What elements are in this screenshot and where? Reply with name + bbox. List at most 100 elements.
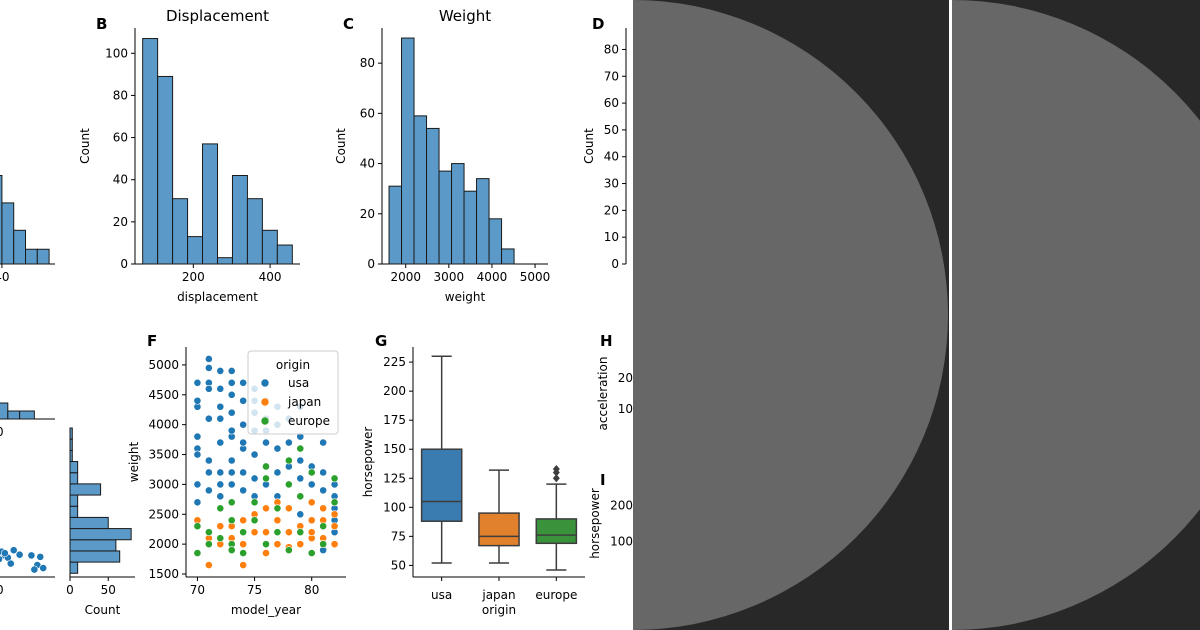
panel-d: 0 10 20 30 40 50 60 70 80D Count [582,15,627,271]
scatter-point-usa [227,480,236,489]
scatter-point-europe [239,528,248,537]
scatter-point-usa [296,474,305,483]
histogram-bar [69,516,109,530]
scatter-point-usa [296,510,305,519]
scatter-point-europe [216,504,225,513]
histogram-bar [202,143,218,265]
scatter-point-europe [296,444,305,453]
y-axis-label: weight [127,441,141,482]
grey-disc-shape [633,0,948,630]
y-tick-label: 30 [604,177,619,191]
scatter-point-japan [307,498,316,507]
legend-marker-europe [260,416,270,426]
box-europe: europe [535,464,578,602]
scatter-point-japan [273,516,282,525]
x-tick-label: 75 [247,583,262,597]
y-tick-label: 5000 [148,358,179,372]
scatter-point-europe [227,546,236,555]
scatter-point-usa [193,396,202,405]
histogram-bar [476,178,490,265]
histogram-bar [69,472,79,485]
y-tick-label: 2500 [148,507,179,521]
scatter-point-usa [216,438,225,447]
histogram-bar [157,75,174,265]
scatter-point-usa [193,450,202,459]
histogram-bar [69,561,79,574]
scatter-point [6,559,15,568]
x-tick-label: 40 [0,425,4,439]
x-tick-label: 3000 [434,270,465,284]
x-tick-label: usa [431,588,452,602]
histogram-bar [488,218,503,265]
histogram-bar [438,170,453,265]
y-tick-label: 10 [618,402,633,416]
box-body [535,518,578,545]
x-tick-label: 40 [0,270,10,284]
outlier-marker [552,464,560,473]
legend-entry: usa [288,376,309,390]
scatter-point-usa [193,432,202,441]
y-axis-label: Count [334,128,348,164]
scatter-point-usa [227,426,236,435]
scatter-point-europe [262,540,270,549]
scatter-point-japan [284,504,293,513]
histogram-bar [13,229,27,265]
dark-overlay-panel-2 [952,0,1200,630]
scatter-point-europe [284,480,293,489]
x-tick-label: 70 [190,583,205,597]
scatter-point-japan [284,528,293,537]
histogram-bar [1,202,15,265]
scatter-point-europe [193,549,202,558]
scatter-point-usa [239,486,248,495]
scatter-point-europe [227,516,236,525]
histogram-bar [413,115,428,265]
scatter-point-europe [319,540,328,549]
scatter-point-usa [204,456,213,465]
x-axis-label: origin [482,603,516,617]
histogram-bar [172,198,189,265]
histogram-bar [7,410,21,420]
y-tick-label: 50 [391,558,406,572]
histogram-bar [69,494,79,507]
y-tick-label: 200 [610,499,633,513]
scatter-point-usa [239,420,248,429]
scatter-point-usa [307,480,316,489]
histogram-bar [69,550,121,563]
y-axis-label: horsepower [588,488,602,559]
panel-letter: F [147,332,157,350]
scatter-point-usa [216,414,225,423]
x-tick-label: 40 [0,583,4,597]
scatter-point-japan [239,540,248,549]
y-axis-label: Count [78,128,92,164]
y-tick-label: 80 [604,42,619,56]
y-tick-label: 2000 [148,537,179,551]
scatter-point-usa [239,396,248,405]
histogram-bar [25,248,38,265]
scatter-point-usa [193,498,202,507]
y-tick-label: 40 [604,150,619,164]
y-axis-label: acceleration [596,357,610,431]
x-axis-label: weight [445,290,486,304]
panel-c: 0 20 40 60 80 2000 3000 4000 5000 C Weight weight Co… [334,7,550,304]
histogram-bar [142,38,159,265]
histogram-bar [69,528,132,541]
scatter-point-japan [307,516,316,525]
scatter-point [0,549,9,558]
y-axis-label: horsepower [361,427,375,498]
x-tick-label: 200 [182,270,205,284]
scatter-point-usa [216,468,225,477]
scatter-point-europe [250,516,259,525]
histogram-bar [217,257,233,265]
legend-entry: japan [287,395,321,409]
histogram-bar [69,427,73,440]
scatter-point-usa [227,390,236,399]
panel-title: Displacement [166,7,269,25]
scatter-point-europe [204,528,213,537]
panel-f: 1500 2000 2500 3000 3500 4000 4500 5000 70 75 80 Fm… [127,332,346,617]
scatter-point-usa [227,456,236,465]
histogram-bar [401,37,415,265]
y-tick-label: 20 [618,371,633,385]
y-tick-label: 150 [383,442,406,456]
scatter-point-usa [193,378,202,387]
